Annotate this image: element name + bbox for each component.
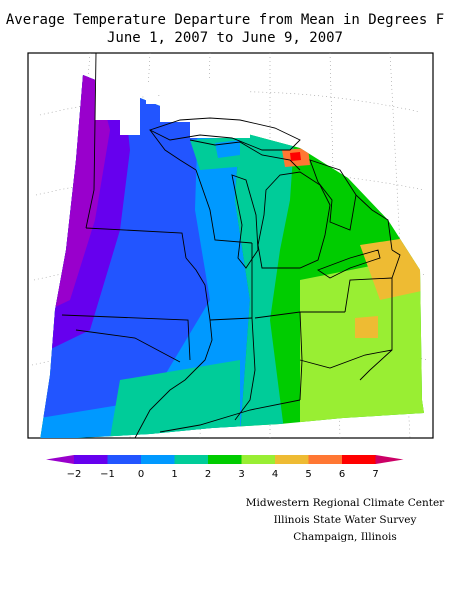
legend-bin [275,455,309,464]
legend-bin [375,455,404,464]
credit-survey: Illinois State Water Survey [273,514,417,526]
legend-bin [174,455,209,464]
legend-bin [46,455,74,464]
legend-colorbar: −2 −1 0 1 2 3 4 5 6 7 [46,455,404,480]
legend-tick-label: −2 [67,469,82,480]
state-boundaries [61,52,401,439]
legend-bin [342,455,376,464]
map-subtitle: June 1, 2007 to June 9, 2007 [106,30,343,46]
legend-bin [208,455,242,464]
data-gaps [95,75,250,138]
legend-tick-label: 7 [372,469,378,480]
legend-tick-label: 2 [205,469,211,480]
legend-tick-label: 0 [138,469,144,480]
legend-tick-label: 3 [238,469,244,480]
legend-tick-label: −1 [100,469,115,480]
legend-bin [74,455,108,464]
legend-tick-label: 6 [339,469,345,480]
map-title: Average Temperature Departure from Mean … [5,12,445,28]
credit-location: Champaign, Illinois [293,531,397,543]
legend-tick-label: 1 [171,469,177,480]
legend-bin [241,455,276,464]
credit-org: Midwestern Regional Climate Center [245,497,445,509]
legend-tick-label: 5 [305,469,311,480]
legend-bin [308,455,343,464]
legend-tick-label: 4 [272,469,278,480]
legend-bin [107,455,142,464]
legend-bin [141,455,175,464]
